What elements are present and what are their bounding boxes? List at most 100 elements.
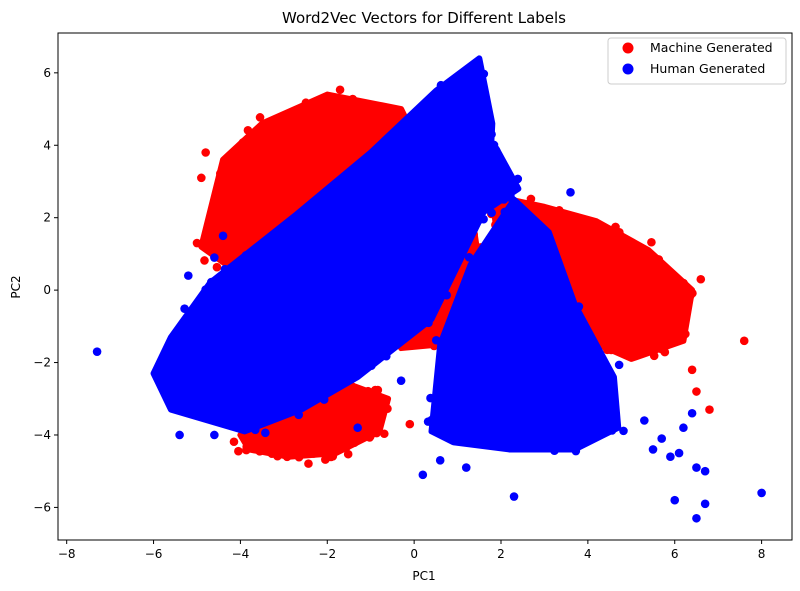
data-point <box>207 373 217 382</box>
data-point <box>692 463 701 472</box>
data-point <box>244 229 254 239</box>
data-point <box>507 387 516 396</box>
data-point <box>562 396 572 406</box>
data-point <box>569 423 578 433</box>
data-point <box>461 334 470 343</box>
data-point <box>498 286 508 296</box>
data-point <box>544 290 554 300</box>
data-point <box>220 181 230 191</box>
data-point <box>597 299 607 309</box>
data-point <box>470 401 479 410</box>
data-point <box>309 140 319 150</box>
data-point <box>611 222 620 232</box>
x-axis-label: PC1 <box>412 569 435 583</box>
data-point <box>261 262 271 272</box>
data-point <box>539 356 548 366</box>
data-point <box>232 175 242 185</box>
data-point <box>618 323 628 332</box>
data-point <box>471 148 480 158</box>
data-point <box>494 398 504 407</box>
data-point <box>329 94 338 104</box>
data-point <box>336 218 346 228</box>
data-point <box>653 271 663 280</box>
data-point <box>341 176 350 185</box>
data-point <box>533 435 542 445</box>
data-point <box>375 403 385 413</box>
data-point <box>505 396 515 406</box>
data-point <box>463 91 472 101</box>
data-point <box>608 283 618 293</box>
data-point <box>319 395 329 404</box>
data-point <box>197 326 206 336</box>
data-point <box>481 172 491 181</box>
data-point <box>229 224 238 233</box>
data-point <box>457 233 467 242</box>
data-point <box>261 171 270 181</box>
data-point <box>308 363 318 372</box>
x-tick-label: −2 <box>318 547 336 561</box>
data-point <box>348 136 357 145</box>
x-tick-label: 6 <box>671 547 679 561</box>
data-point <box>555 372 564 381</box>
data-point <box>468 170 478 179</box>
data-point <box>316 117 326 126</box>
data-point <box>212 262 222 272</box>
data-point <box>249 323 258 333</box>
data-point <box>269 372 279 381</box>
data-point <box>296 174 306 183</box>
data-point <box>700 466 710 476</box>
data-point <box>227 207 236 216</box>
data-point <box>436 356 445 366</box>
data-point <box>201 148 210 157</box>
data-point <box>282 169 292 179</box>
data-point <box>353 423 362 433</box>
data-point <box>301 137 311 147</box>
data-point <box>664 285 673 295</box>
data-point <box>578 428 588 437</box>
data-point <box>401 328 411 338</box>
data-point <box>619 426 628 436</box>
data-point <box>201 285 210 294</box>
data-point <box>471 352 480 362</box>
data-point <box>677 314 687 323</box>
data-point <box>622 305 632 314</box>
data-point <box>625 246 634 255</box>
data-point <box>405 240 415 250</box>
data-point <box>200 256 209 265</box>
data-point <box>350 285 359 295</box>
data-point <box>506 178 516 187</box>
data-point <box>479 328 488 338</box>
data-point <box>364 235 373 245</box>
data-point <box>493 230 503 240</box>
data-point <box>436 80 446 90</box>
data-point <box>253 435 263 444</box>
data-point <box>459 113 468 123</box>
data-point <box>479 129 489 138</box>
data-point <box>510 434 520 444</box>
data-point <box>447 407 456 416</box>
data-point <box>485 323 494 333</box>
data-point <box>400 190 409 200</box>
data-point <box>285 406 294 415</box>
data-point <box>488 195 497 204</box>
data-point <box>635 271 645 280</box>
data-point <box>332 189 342 198</box>
data-point <box>258 317 268 327</box>
data-point <box>343 419 353 429</box>
data-point <box>443 124 453 134</box>
data-point <box>234 305 243 314</box>
data-point <box>563 405 573 414</box>
data-point <box>241 360 250 370</box>
data-point <box>319 139 328 149</box>
data-point <box>306 215 316 225</box>
data-point <box>442 290 451 300</box>
data-point <box>459 394 469 404</box>
data-point <box>487 436 497 446</box>
data-point <box>280 196 289 206</box>
data-point <box>450 417 460 426</box>
data-point <box>471 362 480 372</box>
data-point <box>356 412 365 421</box>
data-point <box>230 286 240 295</box>
data-point <box>447 361 456 371</box>
data-point <box>325 408 335 418</box>
